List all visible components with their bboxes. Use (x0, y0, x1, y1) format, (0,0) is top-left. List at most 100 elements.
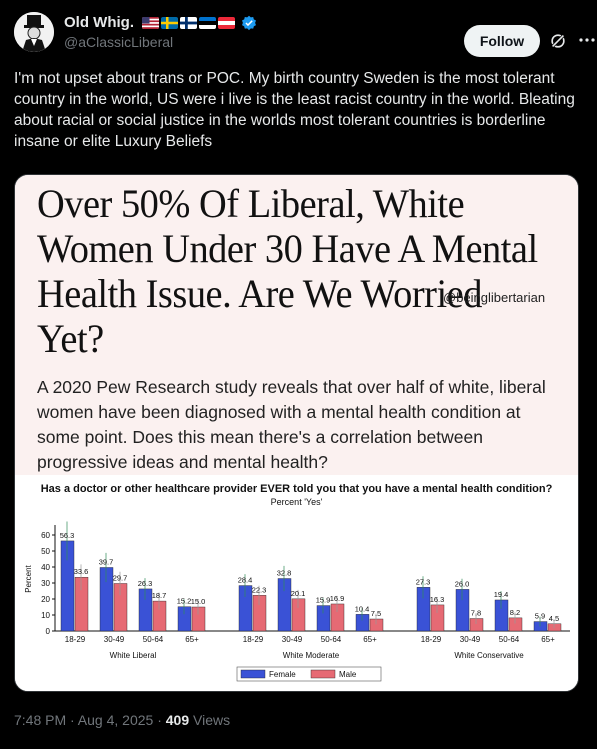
bar-chart: 0 10 20 30 40 50 60 Percent 56.3 33.6 18-29 39.7 29.… (24, 521, 570, 682)
bar-value-label: 27.3 (416, 577, 431, 586)
watermark: @beinglibertarian (443, 290, 546, 305)
author-names: Old Whig. @aClassicLiberal (64, 14, 257, 50)
legend-label: Male (339, 670, 357, 679)
avatar-image (14, 12, 54, 52)
avatar[interactable] (14, 12, 54, 52)
bar-value-label: 19.4 (494, 590, 509, 599)
chart-container: Has a doctor or other healthcare provide… (15, 475, 578, 691)
x-tick-label: 65+ (185, 635, 199, 644)
austria-flag-icon (217, 16, 235, 29)
author-handle[interactable]: @aClassicLiberal (64, 34, 174, 50)
bar-value-label: 8.2 (510, 608, 520, 617)
bar-male (252, 595, 267, 632)
bar-value-label: 26.3 (138, 579, 153, 588)
grok-icon[interactable] (549, 32, 567, 50)
x-tick-label: 18-29 (243, 635, 264, 644)
y-axis-label: Percent (24, 564, 33, 592)
bar-male (291, 598, 306, 632)
bar-value-label: 16.9 (330, 594, 345, 603)
bar-value-label: 22.3 (252, 585, 267, 594)
bar-male (547, 623, 562, 632)
x-tick-label: 30-49 (460, 635, 481, 644)
bar-male (152, 600, 167, 632)
bar-value-label: 26.0 (455, 579, 470, 588)
bar-female (455, 589, 470, 632)
bar-male (430, 604, 445, 632)
legend-label: Female (269, 670, 296, 679)
bar-value-label: 7.5 (371, 609, 381, 618)
tweet-time[interactable]: 7:48 PM · Aug 4, 2025 · (14, 712, 166, 728)
bar-female (177, 606, 192, 632)
bar-male (369, 618, 384, 632)
y-tick-label: 20 (41, 595, 50, 604)
x-tick-label: 50-64 (499, 635, 520, 644)
article-headline: Over 50% Of Liberal, White Women Under 3… (37, 181, 538, 361)
bar-male (469, 618, 484, 632)
views-label: Views (189, 712, 231, 728)
bar-value-label: 4.5 (549, 614, 559, 623)
chart-title: Has a doctor or other healthcare provide… (40, 483, 553, 495)
bar-value-label: 33.6 (74, 567, 89, 576)
bar-female (138, 588, 153, 632)
tweet-text: I'm not upset about trans or POC. My bir… (14, 70, 575, 150)
bar-male (113, 583, 128, 632)
bar-value-label: 15.9 (316, 596, 331, 605)
x-tick-label: 65+ (363, 635, 377, 644)
legend-box (236, 666, 382, 682)
bar-female (238, 585, 253, 632)
bar-value-label: 15.0 (191, 597, 206, 606)
tweet-meta: 7:48 PM · Aug 4, 2025 · 409 Views (14, 712, 230, 728)
bar-male (191, 606, 206, 632)
bar-value-label: 29.7 (113, 573, 128, 582)
x-tick-label: 30-49 (104, 635, 125, 644)
legend-swatch-female (240, 669, 266, 679)
article-header: Over 50% Of Liberal, White Women Under 3… (15, 175, 578, 475)
group-label: White Conservative (454, 651, 524, 660)
article-summary: A 2020 Pew Research study reveals that o… (37, 377, 546, 472)
x-tick-label: 65+ (541, 635, 555, 644)
bar-value-label: 32.8 (277, 569, 292, 578)
bar-value-label: 5.9 (535, 612, 545, 621)
views-count: 409 (165, 712, 190, 728)
bar-value-label: 18.7 (152, 591, 167, 600)
y-tick-label: 40 (41, 563, 50, 572)
display-name[interactable]: Old Whig. (64, 14, 134, 31)
bar-value-label: 15.2 (177, 597, 192, 606)
group-label: White Liberal (110, 651, 157, 660)
more-options-icon[interactable] (577, 30, 597, 50)
bar-value-label: 16.3 (430, 595, 445, 604)
y-tick-label: 0 (46, 627, 51, 636)
y-tick-label: 30 (41, 579, 50, 588)
chart-subtitle: Percent 'Yes' (270, 497, 323, 507)
bar-value-label: 56.3 (60, 531, 75, 540)
y-tick-label: 60 (41, 531, 50, 540)
bar-male (330, 603, 345, 632)
bar-value-label: 7.8 (471, 609, 481, 618)
finland-flag-icon (179, 16, 197, 29)
sweden-flag-icon (160, 16, 178, 29)
y-tick-label: 50 (41, 547, 50, 556)
legend-swatch-male (310, 669, 336, 679)
bar-female (355, 614, 370, 632)
verified-badge-icon[interactable] (241, 15, 257, 31)
estonia-flag-icon (198, 16, 216, 29)
x-tick-label: 50-64 (143, 635, 164, 644)
x-tick-label: 30-49 (282, 635, 303, 644)
bar-female (316, 605, 331, 632)
bar-female (277, 578, 292, 632)
bar-male (508, 617, 523, 632)
follow-button[interactable]: Follow (464, 25, 540, 57)
bar-female (99, 567, 114, 632)
tweet-media-image[interactable]: Over 50% Of Liberal, White Women Under 3… (14, 174, 579, 692)
bar-value-label: 28.4 (238, 576, 253, 585)
bar-value-label: 20.1 (291, 589, 306, 598)
bar-female (494, 599, 509, 632)
x-tick-label: 50-64 (321, 635, 342, 644)
bar-female (533, 621, 548, 632)
x-tick-label: 18-29 (421, 635, 442, 644)
bar-female (416, 587, 431, 632)
y-tick-label: 10 (41, 611, 50, 620)
us-flag-icon (141, 16, 159, 29)
bar-value-label: 10.4 (355, 604, 370, 613)
group-label: White Moderate (283, 651, 340, 660)
